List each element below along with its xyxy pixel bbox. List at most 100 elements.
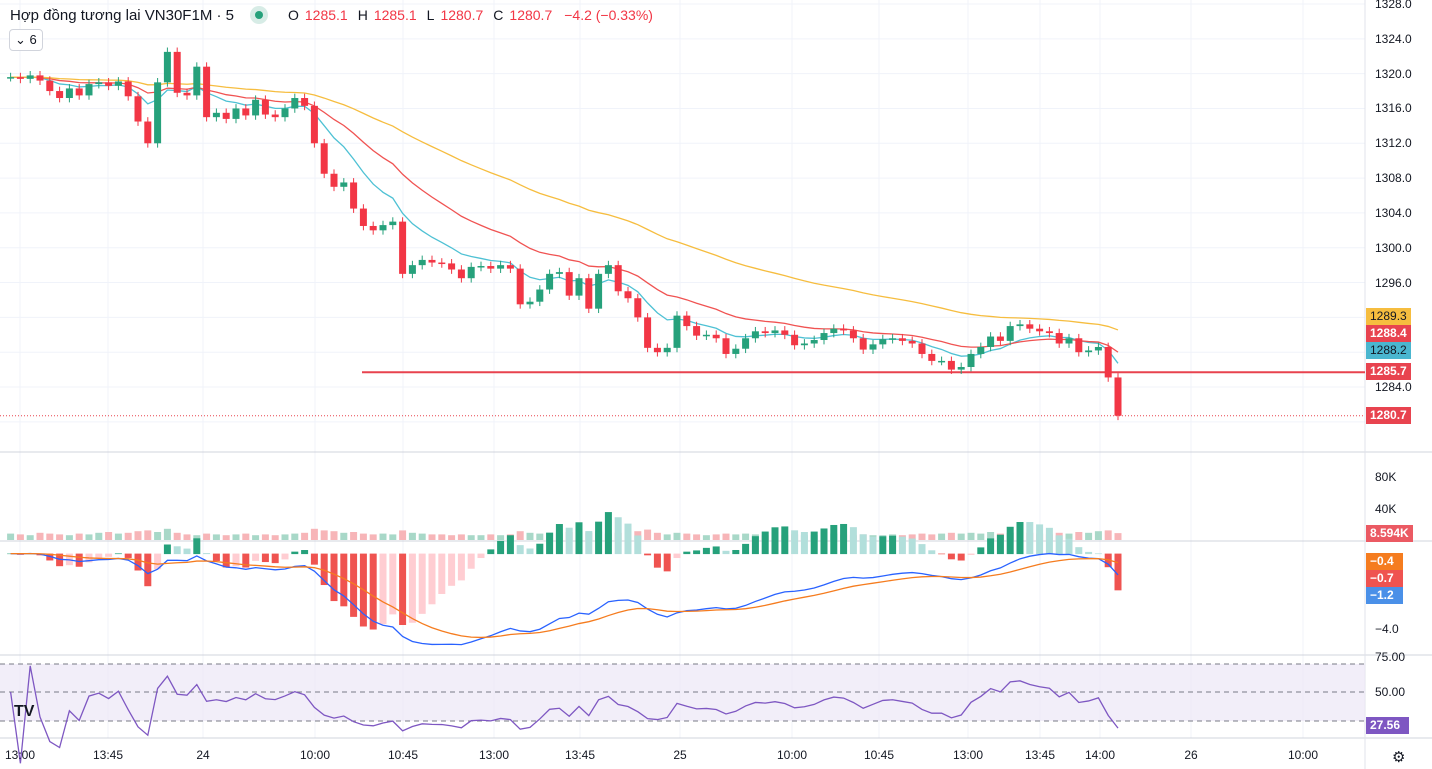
candle-body	[869, 344, 877, 350]
candle-body	[702, 334, 710, 337]
candle-body	[898, 338, 906, 341]
volume-bar	[683, 533, 691, 540]
candle-body	[742, 338, 750, 349]
candle-body	[350, 182, 358, 209]
macd-histogram-bar	[791, 530, 799, 555]
macd-histogram-bar	[761, 531, 769, 555]
macd-histogram-bar	[516, 545, 524, 555]
time-axis-label: 13:00	[4, 748, 36, 762]
volume-bar	[663, 534, 671, 540]
settings-gear-icon[interactable]: ⚙	[1392, 749, 1406, 766]
volume-bar	[350, 532, 358, 540]
macd-histogram-bar	[1094, 553, 1102, 555]
candle-body	[830, 328, 838, 334]
macd-histogram-bar	[183, 548, 191, 555]
tradingview-logo[interactable]: TV	[14, 703, 35, 720]
volume-bar	[7, 533, 15, 540]
candle-body	[908, 340, 916, 344]
volume-bar	[163, 528, 171, 540]
macd-histogram-bar	[653, 553, 661, 568]
macd-histogram-bar	[771, 527, 779, 555]
candle-body	[575, 278, 583, 296]
close-value: 1280.7	[509, 7, 553, 23]
macd-signal-tag: −0.4	[1366, 553, 1403, 570]
symbol-title[interactable]: Hợp đồng tương lai VN30F1M · 5	[10, 6, 234, 24]
macd-histogram-bar	[595, 521, 603, 555]
volume-bar	[359, 533, 367, 540]
macd-histogram-bar	[614, 517, 622, 555]
volume-bar	[957, 533, 965, 540]
macd-histogram-bar	[928, 550, 936, 555]
macd-histogram-bar	[751, 536, 759, 555]
indicators-collapse-button[interactable]: ⌄ 6	[9, 29, 43, 51]
time-axis-label: 10:45	[387, 748, 419, 762]
volume-bar	[918, 533, 926, 540]
candle-body	[477, 266, 485, 268]
candle-body	[457, 269, 465, 279]
ma-fast-line	[10, 76, 1119, 364]
candle-body	[1065, 338, 1073, 344]
macd-histogram-bar	[1016, 522, 1024, 555]
macd-histogram-bar	[310, 553, 318, 565]
volume-bar	[46, 533, 54, 540]
candle-body	[105, 82, 113, 86]
volume-bar	[487, 534, 495, 540]
candle-body	[889, 338, 897, 340]
macd-histogram-bar	[879, 536, 887, 555]
candle-body	[840, 328, 848, 331]
macd-histogram-bar	[301, 550, 309, 555]
volume-bar	[1094, 531, 1102, 540]
macd-histogram-bar	[154, 553, 162, 570]
volume-bar	[526, 532, 534, 540]
volume-bar	[369, 534, 377, 540]
candle-body	[585, 278, 593, 309]
macd-histogram-bar	[663, 553, 671, 572]
volume-bar	[203, 533, 211, 540]
macd-histogram-bar	[781, 526, 789, 555]
candle-body	[330, 173, 338, 187]
candle-body	[604, 265, 612, 274]
low-label: L	[426, 7, 435, 23]
volume-bar	[310, 528, 318, 540]
candle-body	[46, 80, 54, 92]
price-axis-label: 1296.0	[1375, 275, 1412, 290]
macd-histogram-bar	[1045, 527, 1053, 555]
candle-body	[1094, 346, 1102, 351]
candle-body	[732, 348, 740, 354]
macd-histogram-bar	[320, 553, 328, 586]
volume-bar	[330, 531, 338, 540]
candle-body	[144, 121, 152, 144]
ma-slow-tag: 1289.3	[1366, 308, 1411, 325]
macd-histogram-bar	[438, 553, 446, 594]
macd-histogram-bar	[840, 523, 848, 555]
volume-bar	[75, 533, 83, 540]
candle-body	[761, 331, 769, 334]
candle-body	[36, 75, 44, 81]
volume-bar	[467, 535, 475, 540]
volume-bar	[644, 529, 652, 540]
rsi-axis-label: 50.00	[1375, 685, 1406, 699]
candle-body	[644, 317, 652, 348]
macd-histogram-bar	[232, 553, 240, 567]
macd-histogram-bar	[252, 553, 260, 561]
candle-body	[673, 315, 681, 348]
macd-histogram-bar	[575, 522, 583, 555]
volume-bar	[967, 532, 975, 540]
macd-line-tag: −1.2	[1366, 587, 1403, 604]
macd-histogram-bar	[350, 553, 358, 617]
candle-body	[281, 108, 289, 118]
volume-bar	[193, 535, 201, 540]
candle-body	[154, 82, 162, 144]
macd-histogram-bar	[634, 535, 642, 555]
candle-body	[555, 272, 563, 274]
volume-bar	[340, 532, 348, 540]
candle-body	[1045, 331, 1053, 334]
market-status-icon	[249, 6, 268, 24]
candle-body	[56, 91, 64, 99]
candle-body	[996, 336, 1004, 341]
macd-histogram-bar	[203, 553, 211, 555]
macd-histogram-bar	[1075, 547, 1083, 555]
macd-histogram-bar	[712, 546, 720, 555]
macd-histogram-bar	[673, 553, 681, 559]
